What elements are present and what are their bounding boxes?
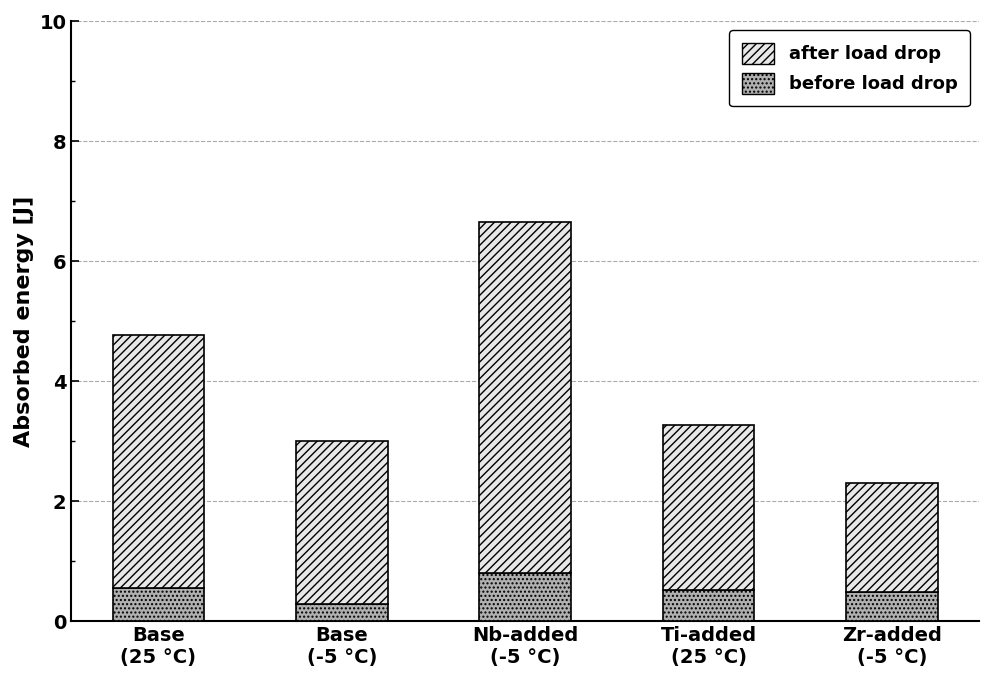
Bar [662,590,755,621]
Bar [846,484,937,592]
Bar [112,588,205,621]
Bar [480,222,571,573]
Legend: after load drop, before load drop: after load drop, before load drop [729,31,970,106]
Bar [296,441,387,605]
Y-axis label: Absorbed energy [J]: Absorbed energy [J] [14,195,34,447]
Bar [846,592,937,621]
Bar [296,605,387,621]
Bar [480,573,571,621]
Bar [112,335,205,588]
Bar [662,425,755,590]
